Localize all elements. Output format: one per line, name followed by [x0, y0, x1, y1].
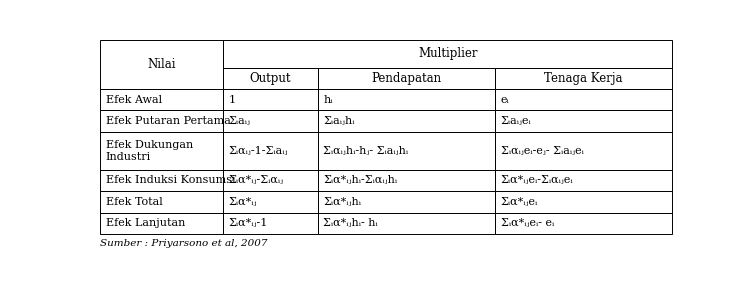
Bar [495, 111, 673, 132]
Bar [100, 170, 223, 191]
Text: Σᵢaᵢⱼ: Σᵢaᵢⱼ [229, 116, 251, 126]
Text: Multiplier: Multiplier [418, 47, 478, 60]
Text: Efek Putaran Pertama: Efek Putaran Pertama [106, 116, 231, 126]
Bar [100, 111, 223, 132]
Text: Σᵢα*ᵢⱼhᵢ- hᵢ: Σᵢα*ᵢⱼhᵢ- hᵢ [323, 218, 378, 228]
Text: Σᵢαᵢⱼeᵢ-eⱼ- Σᵢaᵢⱼeᵢ: Σᵢαᵢⱼeᵢ-eⱼ- Σᵢaᵢⱼeᵢ [501, 146, 584, 156]
Text: Pendapatan: Pendapatan [372, 72, 442, 85]
Text: Σᵢα*ᵢⱼeᵢ-Σᵢαᵢⱼeᵢ: Σᵢα*ᵢⱼeᵢ-Σᵢαᵢⱼeᵢ [501, 175, 573, 186]
Text: Σᵢα*ᵢⱼhᵢ: Σᵢα*ᵢⱼhᵢ [323, 197, 361, 207]
Bar [223, 170, 317, 191]
Text: hᵢ: hᵢ [323, 95, 333, 105]
Text: Output: Output [250, 72, 291, 85]
Bar [495, 191, 673, 213]
Bar [317, 68, 495, 89]
Bar [495, 68, 673, 89]
Text: Efek Total: Efek Total [106, 197, 163, 207]
Bar [223, 132, 317, 170]
Bar [317, 213, 495, 234]
Text: Efek Dukungan
Industri: Efek Dukungan Industri [106, 140, 193, 162]
Text: Σᵢα*ᵢⱼeᵢ- eᵢ: Σᵢα*ᵢⱼeᵢ- eᵢ [501, 218, 553, 228]
Bar [100, 89, 223, 111]
Bar [495, 213, 673, 234]
Text: Nilai: Nilai [148, 58, 176, 71]
Text: Σᵢaᵢⱼeᵢ: Σᵢaᵢⱼeᵢ [501, 116, 532, 126]
Bar [495, 170, 673, 191]
Text: Σᵢα*ᵢⱼ-1: Σᵢα*ᵢⱼ-1 [229, 218, 268, 228]
Bar [317, 111, 495, 132]
Bar [100, 213, 223, 234]
Bar [317, 191, 495, 213]
Bar [495, 89, 673, 111]
Text: Σᵢαᵢⱼ-1-Σᵢaᵢⱼ: Σᵢαᵢⱼ-1-Σᵢaᵢⱼ [229, 146, 288, 156]
Text: Σᵢα*ᵢⱼ: Σᵢα*ᵢⱼ [229, 197, 257, 207]
Text: Efek Induksi Konsumsi: Efek Induksi Konsumsi [106, 175, 235, 186]
Bar [317, 89, 495, 111]
Bar [223, 191, 317, 213]
Text: Σᵢα*ᵢⱼ-Σᵢαᵢⱼ: Σᵢα*ᵢⱼ-Σᵢαᵢⱼ [229, 175, 284, 186]
Text: eᵢ: eᵢ [501, 95, 509, 105]
Text: Σᵢaᵢⱼhᵢ: Σᵢaᵢⱼhᵢ [323, 116, 354, 126]
Text: Efek Lanjutan: Efek Lanjutan [106, 218, 185, 228]
Text: Σᵢαᵢⱼhᵢ-hⱼ- Σᵢaᵢⱼhᵢ: Σᵢαᵢⱼhᵢ-hⱼ- Σᵢaᵢⱼhᵢ [323, 146, 409, 156]
Bar [100, 191, 223, 213]
Bar [223, 89, 317, 111]
Bar [100, 40, 223, 89]
Bar [317, 170, 495, 191]
Bar [100, 132, 223, 170]
Bar [495, 132, 673, 170]
Bar [223, 40, 673, 68]
Text: Sumber : Priyarsono et al, 2007: Sumber : Priyarsono et al, 2007 [100, 239, 268, 248]
Text: Tenaga Kerja: Tenaga Kerja [544, 72, 623, 85]
Bar [223, 68, 317, 89]
Bar [223, 213, 317, 234]
Bar [223, 111, 317, 132]
Text: 1: 1 [229, 95, 236, 105]
Text: Σᵢα*ᵢⱼeᵢ: Σᵢα*ᵢⱼeᵢ [501, 197, 538, 207]
Bar [317, 132, 495, 170]
Text: Σᵢα*ᵢⱼhᵢ-Σᵢαᵢⱼhᵢ: Σᵢα*ᵢⱼhᵢ-Σᵢαᵢⱼhᵢ [323, 175, 397, 186]
Text: Efek Awal: Efek Awal [106, 95, 162, 105]
